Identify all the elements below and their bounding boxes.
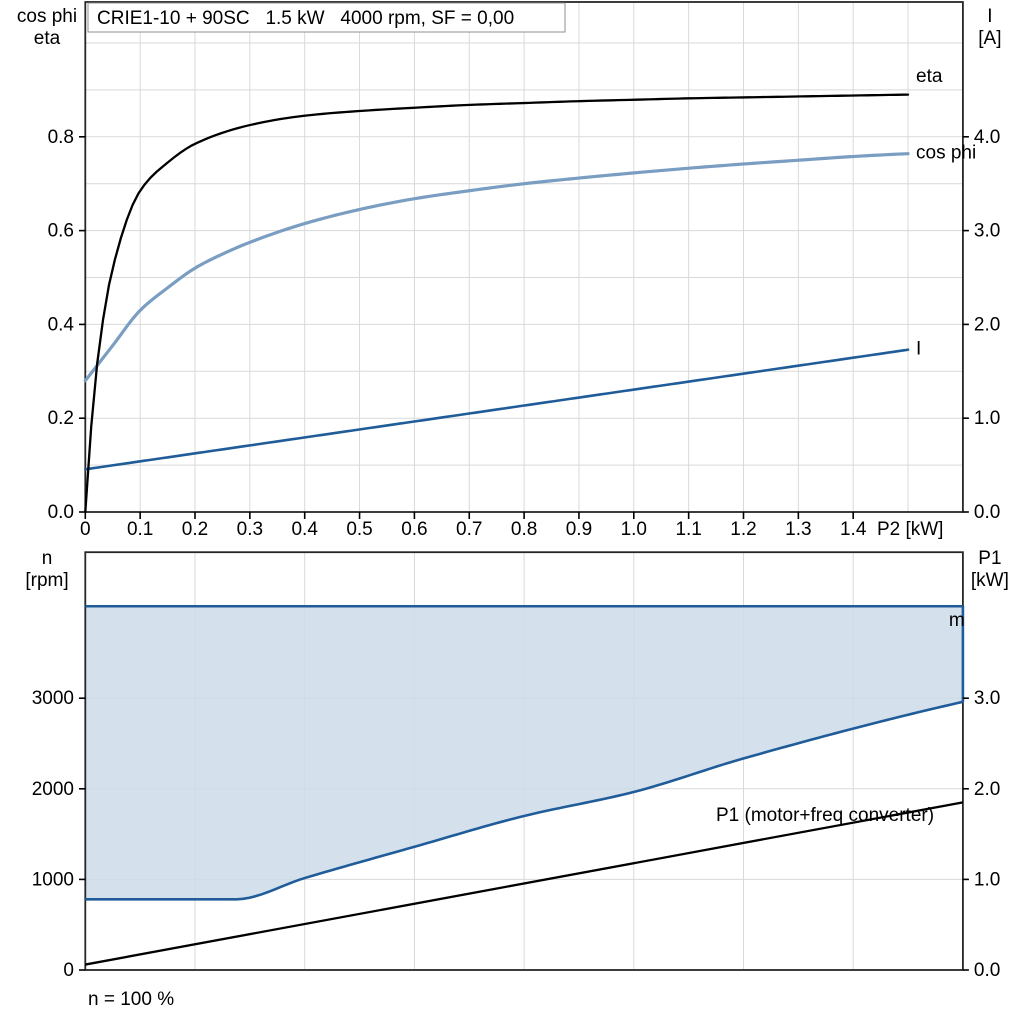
- svg-text:1.3: 1.3: [785, 519, 811, 540]
- svg-text:3.0: 3.0: [974, 688, 1000, 709]
- svg-text:0.5: 0.5: [346, 519, 372, 540]
- svg-text:eta: eta: [34, 28, 61, 49]
- svg-text:0.8: 0.8: [511, 519, 537, 540]
- svg-text:0.0: 0.0: [974, 502, 1000, 523]
- svg-text:1.1: 1.1: [675, 519, 701, 540]
- svg-text:0.6: 0.6: [401, 519, 427, 540]
- svg-text:1000: 1000: [32, 869, 74, 890]
- svg-text:I: I: [916, 339, 921, 360]
- svg-text:0.2: 0.2: [48, 408, 74, 429]
- svg-text:P2 [kW]: P2 [kW]: [877, 519, 944, 540]
- svg-text:n = 100 %: n = 100 %: [88, 989, 174, 1010]
- svg-text:0.8: 0.8: [48, 127, 74, 148]
- svg-text:0.6: 0.6: [48, 221, 74, 242]
- svg-text:[rpm]: [rpm]: [25, 570, 68, 591]
- svg-text:3000: 3000: [32, 688, 74, 709]
- svg-text:0.0: 0.0: [48, 502, 74, 523]
- svg-text:I: I: [987, 6, 992, 27]
- svg-text:2.0: 2.0: [974, 314, 1000, 335]
- svg-text:cos phi: cos phi: [17, 6, 77, 27]
- svg-text:1.0: 1.0: [621, 519, 647, 540]
- svg-text:[kW]: [kW]: [971, 570, 1009, 591]
- svg-text:P1: P1: [978, 548, 1001, 569]
- svg-text:0.0: 0.0: [974, 960, 1000, 981]
- svg-text:0: 0: [63, 960, 74, 981]
- svg-text:0.7: 0.7: [456, 519, 482, 540]
- svg-text:1.0: 1.0: [974, 408, 1000, 429]
- svg-text:0.3: 0.3: [237, 519, 263, 540]
- svg-text:n: n: [42, 548, 53, 569]
- svg-text:CRIE1-10 + 90SC 1.5 kW 400: CRIE1-10 + 90SC 1.5 kW 4000 rpm, SF = 0,…: [97, 8, 514, 29]
- svg-text:3.0: 3.0: [974, 221, 1000, 242]
- svg-text:P1 (motor+freq converter): P1 (motor+freq converter): [716, 805, 934, 826]
- svg-text:2000: 2000: [32, 779, 74, 800]
- svg-text:1.4: 1.4: [840, 519, 867, 540]
- svg-text:0.2: 0.2: [182, 519, 208, 540]
- svg-text:1.0: 1.0: [974, 869, 1000, 890]
- svg-text:0: 0: [80, 519, 91, 540]
- svg-text:2.0: 2.0: [974, 779, 1000, 800]
- svg-text:1.2: 1.2: [730, 519, 756, 540]
- svg-text:cos phi: cos phi: [916, 143, 976, 164]
- svg-text:4.0: 4.0: [974, 127, 1000, 148]
- svg-text:0.4: 0.4: [291, 519, 318, 540]
- svg-text:0.1: 0.1: [127, 519, 153, 540]
- svg-text:eta: eta: [916, 66, 943, 87]
- svg-text:0.9: 0.9: [566, 519, 592, 540]
- svg-text:0.4: 0.4: [48, 314, 75, 335]
- svg-text:m: m: [949, 610, 965, 631]
- svg-text:[A]: [A]: [978, 28, 1001, 49]
